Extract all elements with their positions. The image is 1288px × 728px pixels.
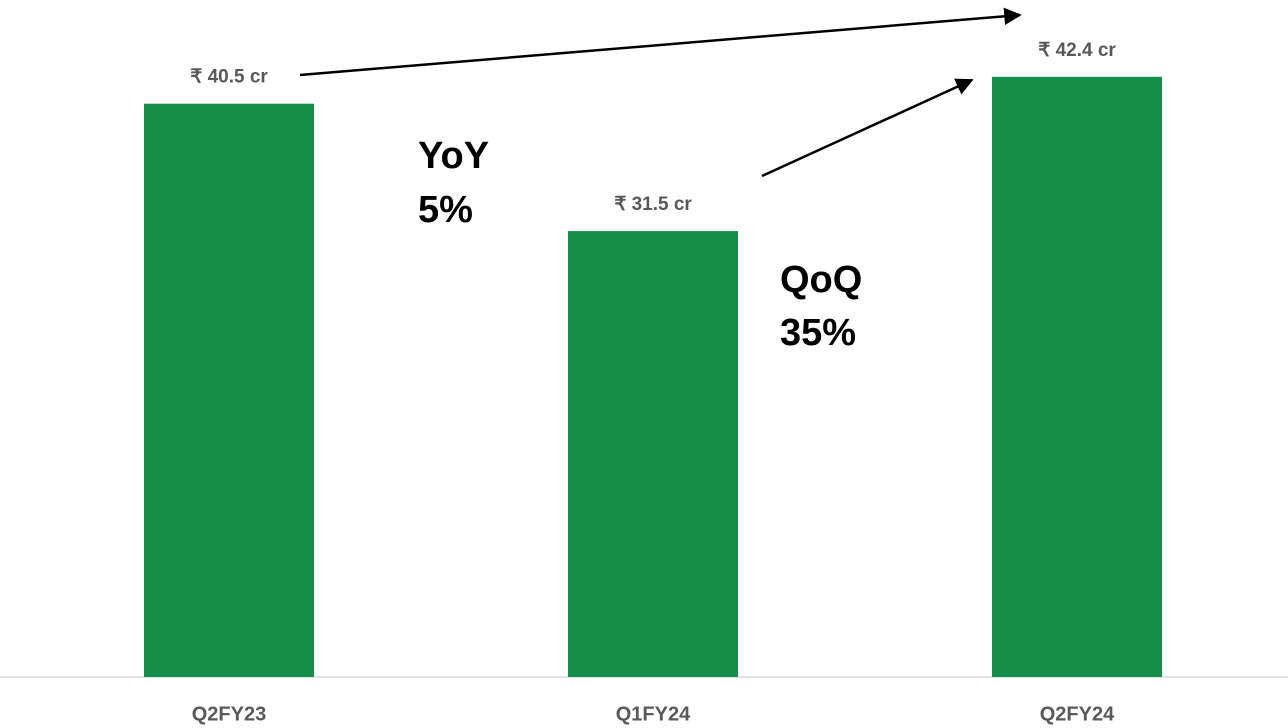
value-label: ₹ 31.5 cr <box>614 194 692 215</box>
yoy-arrow <box>299 7 1022 77</box>
annotation-value: 5% <box>418 189 473 231</box>
x-tick-label: Q2FY23 <box>192 703 266 725</box>
x-tick-label: Q1FY24 <box>616 703 691 725</box>
annotation-label: QoQ <box>780 259 862 301</box>
qoq-arrow <box>761 78 974 178</box>
value-label: ₹ 42.4 cr <box>1038 40 1116 61</box>
x-tick-label: Q2FY24 <box>1040 703 1115 725</box>
bar <box>144 103 314 677</box>
bar <box>992 76 1162 677</box>
annotation-label: YoY <box>418 135 489 177</box>
value-label: ₹ 40.5 cr <box>190 67 268 88</box>
annotation-value: 35% <box>780 312 856 354</box>
bar <box>568 231 738 677</box>
